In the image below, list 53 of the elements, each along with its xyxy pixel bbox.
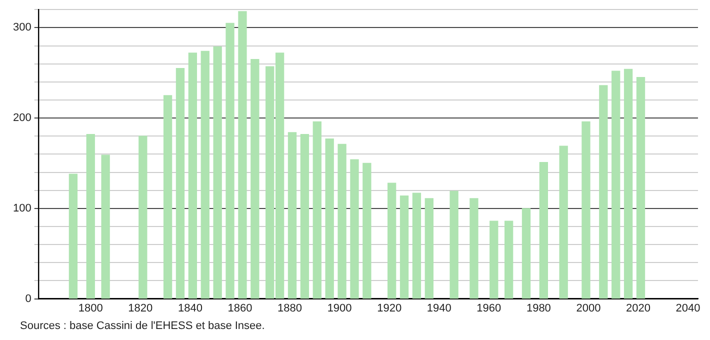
x-tick-label: 2000 <box>576 302 601 314</box>
bar <box>522 208 531 299</box>
y-tick-label: 300 <box>12 22 32 34</box>
bar <box>101 154 110 299</box>
bar <box>387 182 396 299</box>
x-tick-label: 1820 <box>128 302 153 314</box>
x-tick-label: 1900 <box>327 302 352 314</box>
bar <box>559 146 568 299</box>
bar <box>312 121 322 299</box>
y-tick-label: 100 <box>12 202 32 214</box>
bar <box>636 77 646 299</box>
bar <box>612 70 620 299</box>
bar <box>163 95 172 299</box>
bar <box>470 198 478 299</box>
bar <box>350 159 359 299</box>
bar <box>288 132 297 299</box>
bar <box>424 198 434 299</box>
bar <box>176 68 185 299</box>
bar <box>412 192 422 299</box>
bar <box>226 22 234 299</box>
bar <box>539 162 548 299</box>
x-tick-label: 1960 <box>476 302 502 314</box>
bar <box>450 190 458 299</box>
bar <box>238 11 247 299</box>
x-tick-label: 1980 <box>526 302 551 314</box>
bar <box>188 52 198 299</box>
bar <box>138 136 148 299</box>
bar <box>624 68 633 299</box>
bar <box>213 46 222 299</box>
x-tick-label: 1840 <box>178 302 202 314</box>
bar <box>599 85 608 299</box>
x-tick-label: 2040 <box>676 302 700 314</box>
bar <box>400 195 409 299</box>
y-tick-label: 0 <box>25 292 32 305</box>
y-tick-label: 200 <box>12 112 32 124</box>
x-tick-label: 1920 <box>377 302 402 314</box>
bar <box>362 162 372 299</box>
bar <box>325 138 334 299</box>
x-tick-label: 2020 <box>626 302 650 314</box>
bar <box>200 50 210 299</box>
bar <box>504 220 514 299</box>
bar <box>300 134 310 299</box>
bar <box>582 121 590 299</box>
source-note: Sources : base Cassini de l'EHESS et base Insee. <box>20 320 265 332</box>
x-tick-label: 1800 <box>78 302 103 314</box>
x-tick-label: 1940 <box>426 302 452 314</box>
bar <box>490 220 498 299</box>
x-tick-label: 1860 <box>228 302 252 314</box>
bar <box>338 144 346 299</box>
x-tick-label: 1880 <box>278 302 302 314</box>
bar <box>68 174 78 299</box>
bar <box>250 58 260 299</box>
bar <box>86 134 95 299</box>
